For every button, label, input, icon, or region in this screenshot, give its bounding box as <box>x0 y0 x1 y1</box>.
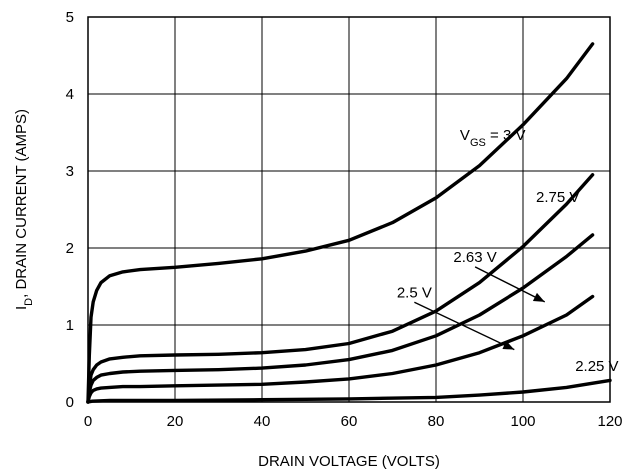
y-tick-labels: 0 1 2 3 4 5 <box>66 9 74 411</box>
x-tick-label: 100 <box>510 413 535 430</box>
x-tick-label: 0 <box>84 413 92 430</box>
y-axis-label-subscript: D <box>23 298 35 306</box>
x-tick-label: 60 <box>341 413 358 430</box>
y-tick-label: 3 <box>66 163 74 180</box>
y-tick-label: 5 <box>66 9 74 26</box>
curves <box>86 42 612 404</box>
curve-2-63-v <box>86 233 595 404</box>
y-tick-label: 4 <box>66 86 74 103</box>
curve-vgs-3-v <box>86 42 595 404</box>
y-axis-label: ID, DRAIN CURRENT (AMPS) <box>13 109 35 310</box>
y-axis-label-rest: , DRAIN CURRENT (AMPS) <box>13 109 30 298</box>
x-axis-label: DRAIN VOLTAGE (VOLTS) <box>258 453 440 470</box>
x-tick-label: 20 <box>167 413 184 430</box>
y-axis-label-main: I <box>13 306 30 310</box>
curve-label-arrow <box>474 266 546 303</box>
curve-2-5-v <box>86 294 595 404</box>
arrowhead <box>502 340 515 350</box>
arrowhead <box>532 292 545 302</box>
y-tick-label: 0 <box>66 394 74 411</box>
x-tick-labels: 0 20 40 60 80 100 120 <box>84 413 623 430</box>
curve-label: 2.63 V <box>453 249 496 266</box>
curve-label: 2.5 V <box>397 284 432 301</box>
plot-frame <box>87 16 611 403</box>
curve-label: VGS = 3 V <box>460 127 526 149</box>
curve-label: 2.75 V <box>536 189 579 206</box>
x-tick-label: 40 <box>254 413 271 430</box>
x-tick-label: 80 <box>428 413 445 430</box>
curve-label: 2.25 V <box>575 358 618 375</box>
curve-2-25-v <box>86 378 612 404</box>
x-tick-label: 120 <box>597 413 622 430</box>
curve-2-75-v <box>86 173 595 404</box>
curve-label-arrow <box>414 301 515 351</box>
y-tick-label: 2 <box>66 240 74 257</box>
y-tick-label: 1 <box>66 317 74 334</box>
curve-labels: VGS = 3 V 2.75 V 2.63 V 2.5 V 2.25 V <box>397 127 619 375</box>
